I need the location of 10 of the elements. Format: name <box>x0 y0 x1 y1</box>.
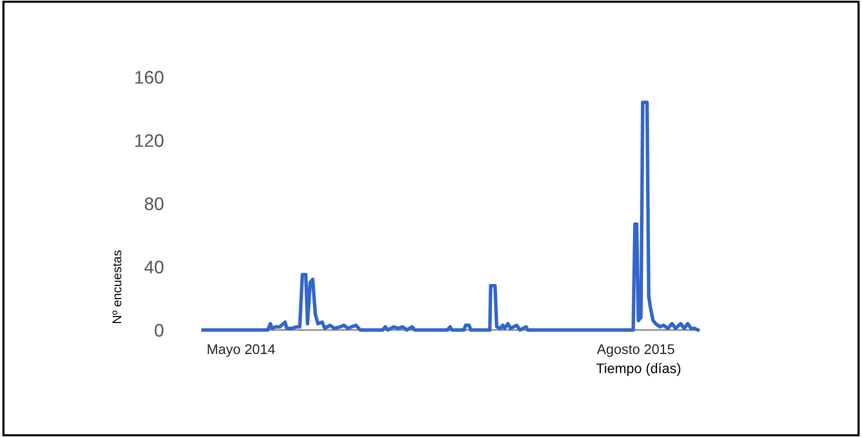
y-tick-label: 80 <box>144 197 164 210</box>
y-axis-title: Nº encuestas <box>112 250 122 323</box>
x-tick-label: Agosto 2015 <box>596 344 674 357</box>
x-tick-label: Mayo 2014 <box>208 344 275 357</box>
y-tick-label: 0 <box>154 324 164 337</box>
line-series <box>201 100 700 332</box>
y-tick-label: 160 <box>135 70 164 84</box>
y-tick-label: 120 <box>135 134 164 147</box>
y-tick-label: 40 <box>144 260 164 274</box>
x-axis-title: Tiempo (días) <box>596 362 680 376</box>
